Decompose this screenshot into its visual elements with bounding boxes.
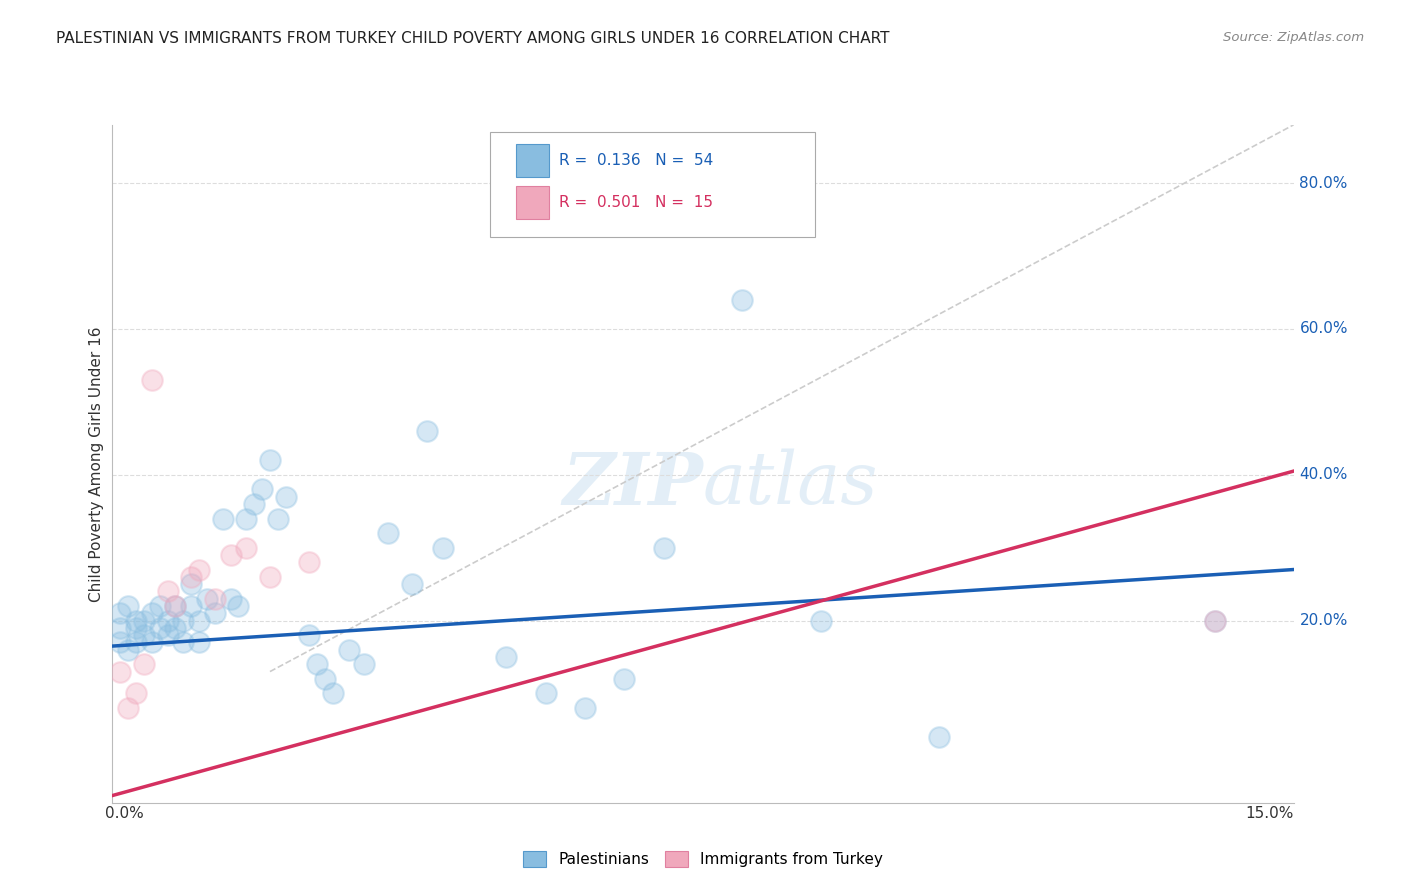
Point [574,701,596,715]
Text: R =  0.501   N =  15: R = 0.501 N = 15 [560,195,713,211]
Text: PALESTINIAN VS IMMIGRANTS FROM TURKEY CHILD POVERTY AMONG GIRLS UNDER 16 CORRELA: PALESTINIAN VS IMMIGRANTS FROM TURKEY CH… [56,31,890,46]
Point [337,642,360,657]
Point [298,628,321,642]
Point [307,657,329,672]
Point [180,577,202,591]
Point [172,635,194,649]
Point [219,548,242,562]
Point [180,570,202,584]
Point [132,614,155,628]
Point [141,373,163,387]
Point [110,621,132,635]
Text: R =  0.136   N =  54: R = 0.136 N = 54 [560,153,713,168]
Point [172,614,194,628]
Text: Source: ZipAtlas.com: Source: ZipAtlas.com [1223,31,1364,45]
Point [132,657,155,672]
FancyBboxPatch shape [516,186,550,219]
Point [353,657,375,672]
Point [613,672,636,686]
Y-axis label: Child Poverty Among Girls Under 16: Child Poverty Among Girls Under 16 [89,326,104,601]
Point [1204,614,1226,628]
Point [235,541,257,555]
Point [110,665,132,679]
Text: atlas: atlas [703,449,879,519]
Point [156,614,179,628]
Point [125,621,148,635]
Point [195,591,218,606]
Point [250,483,273,497]
Point [204,607,226,621]
Point [156,628,179,642]
Point [117,599,139,613]
Point [110,607,132,621]
Point [117,701,139,715]
Text: 60.0%: 60.0% [1299,321,1348,336]
Point [432,541,454,555]
Point [141,607,163,621]
Point [401,577,423,591]
Point [149,621,172,635]
Point [125,686,148,700]
Point [149,599,172,613]
Text: 20.0%: 20.0% [1299,613,1348,628]
Point [731,293,754,307]
Point [132,628,155,642]
FancyBboxPatch shape [491,132,815,236]
Point [243,497,266,511]
Point [267,511,290,525]
Point [228,599,250,613]
Point [322,686,344,700]
Point [117,642,139,657]
Point [165,599,187,613]
Text: 40.0%: 40.0% [1299,467,1348,483]
Point [188,635,211,649]
Legend: Palestinians, Immigrants from Turkey: Palestinians, Immigrants from Turkey [517,845,889,873]
Point [810,614,832,628]
Point [259,570,281,584]
Point [180,599,202,613]
Point [204,591,226,606]
Point [165,621,187,635]
Point [125,635,148,649]
Point [298,555,321,569]
Text: ZIP: ZIP [562,449,703,520]
Point [141,635,163,649]
Text: 15.0%: 15.0% [1246,806,1294,822]
Point [1204,614,1226,628]
Point [259,453,281,467]
Point [235,511,257,525]
Point [652,541,675,555]
Point [125,614,148,628]
Point [377,526,399,541]
FancyBboxPatch shape [516,145,550,177]
Point [219,591,242,606]
Point [416,424,439,438]
Point [188,614,211,628]
Point [534,686,557,700]
Text: 0.0%: 0.0% [104,806,143,822]
Point [188,562,211,576]
Point [314,672,336,686]
Point [110,635,132,649]
Point [928,730,950,744]
Point [211,511,233,525]
Point [165,599,187,613]
Point [156,584,179,599]
Text: 80.0%: 80.0% [1299,176,1348,191]
Point [274,490,297,504]
Point [495,650,517,665]
